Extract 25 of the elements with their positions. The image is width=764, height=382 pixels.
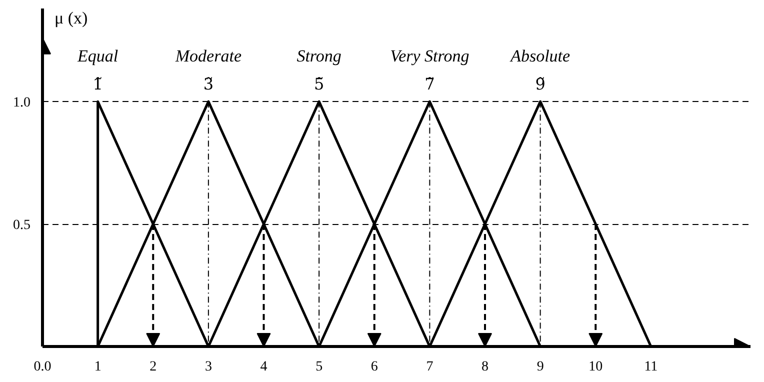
x-tick-label: 1: [94, 360, 102, 374]
annotation: 3̃: [203, 74, 214, 94]
annotation: 5̃: [314, 74, 324, 94]
y-tick-label: 0.5: [13, 218, 30, 234]
annotation: 7̃: [424, 74, 435, 94]
x-tick-label: 2: [150, 360, 157, 374]
x-tick-label: 0.0: [34, 360, 52, 374]
x-tick-label: 9: [536, 360, 544, 374]
text: Moderate: [174, 46, 242, 66]
x-tick-label: 6: [370, 360, 378, 374]
x-tick-label: 11: [644, 360, 658, 374]
x-tick-label: 10: [588, 360, 603, 374]
text: Absolute: [510, 46, 571, 66]
text: Strong: [296, 46, 342, 66]
text: Very Strong: [390, 46, 470, 66]
x-tick-label: 5: [316, 360, 323, 374]
y-axis-title: μ (x): [54, 8, 88, 28]
x-tick-label: 7: [426, 360, 434, 374]
y-tick-label: 1.0: [13, 96, 30, 111]
annotation: 9̃: [535, 74, 546, 94]
legend-label: Equal: [76, 46, 118, 66]
x-tick-label: 8: [482, 360, 488, 374]
x-tick-label: 4: [260, 360, 268, 374]
x-tick-label: 3: [204, 360, 212, 374]
annotation: 1̃: [92, 74, 103, 94]
